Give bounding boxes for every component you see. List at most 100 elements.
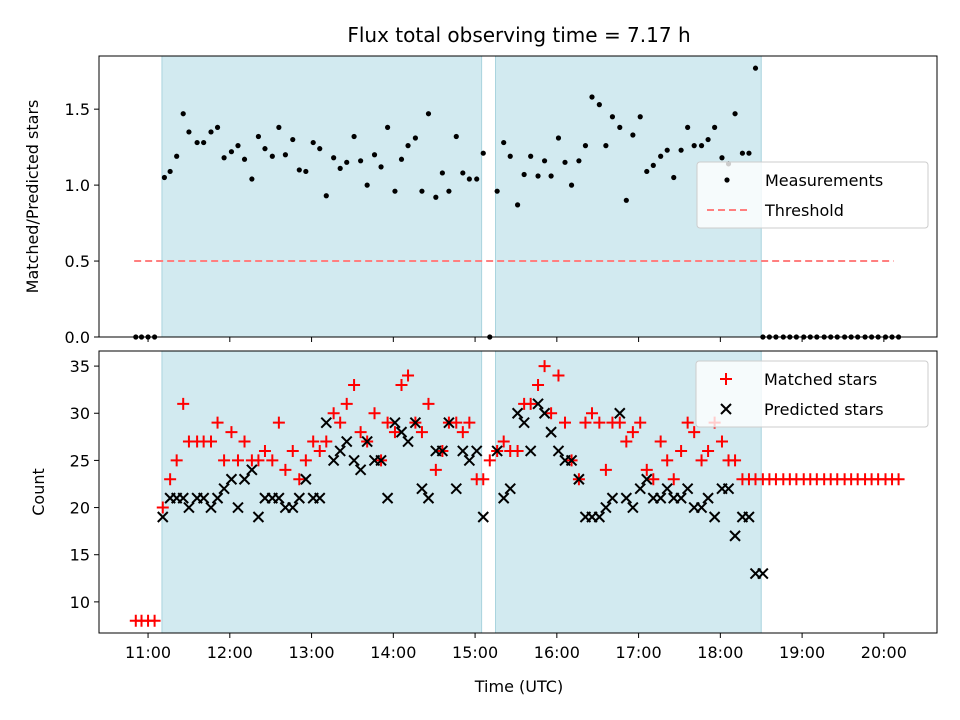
matched-stars-point	[334, 416, 347, 429]
predicted-stars-point	[334, 445, 346, 457]
matched-stars-point	[626, 426, 639, 439]
measurements-point	[392, 188, 398, 194]
measurements-point	[582, 143, 589, 149]
measurements-point	[698, 143, 705, 149]
y-tick-label: 0.5	[65, 252, 90, 271]
matched-stars-point	[647, 473, 660, 486]
bottom-panel: 10 15 20 25 30 35 Count 11:00 12:00 13:00 14:00 15:…	[29, 350, 938, 662]
predicted-stars-point	[477, 511, 489, 523]
matched-stars-point	[402, 369, 415, 382]
predicted-stars-point	[416, 482, 428, 495]
measurements-point	[194, 139, 200, 146]
matched-stars-point	[348, 378, 361, 391]
predicted-stars-point	[300, 473, 312, 485]
matched-stars-point	[422, 397, 435, 410]
matched-stars-point	[477, 473, 490, 486]
observing-window-1	[161, 350, 483, 634]
measurements-point	[249, 176, 255, 182]
measurements-point	[317, 146, 323, 152]
legend-box	[696, 161, 929, 229]
matched-stars-point	[177, 397, 190, 410]
measurements-point	[671, 174, 677, 181]
matched-stars-point	[156, 501, 169, 514]
matched-stars-point	[395, 378, 408, 391]
measurements-point	[617, 124, 623, 130]
predicted-stars-point	[361, 435, 373, 448]
matched-stars-point	[695, 454, 708, 467]
predicted-stars-point	[238, 473, 251, 485]
measurements-point	[296, 167, 302, 173]
y-tick-label: 0.0	[65, 328, 90, 347]
predicted-stars-point	[545, 426, 557, 438]
matched-stars-point	[225, 426, 238, 439]
measurements-point	[405, 143, 411, 149]
legend-marker-measurements	[724, 177, 730, 183]
measurements-point	[535, 173, 541, 179]
matched-stars-point	[170, 454, 183, 467]
measurements-point	[425, 111, 432, 117]
matched-stars-point	[593, 416, 606, 429]
measurements-point	[555, 135, 562, 141]
measurements-point	[358, 158, 364, 164]
matched-stars-point	[620, 435, 633, 448]
legend: Matched stars Predicted stars	[695, 360, 929, 428]
predicted-stars-point	[606, 492, 619, 504]
predicted-stars-point	[389, 416, 401, 429]
predicted-stars-point	[634, 482, 646, 495]
predicted-stars-point	[354, 464, 367, 476]
matched-stars-point	[681, 416, 694, 429]
matched-stars-point	[279, 463, 292, 476]
measurements-point	[541, 158, 548, 164]
matched-stars-point	[313, 444, 326, 457]
matched-stars-point	[252, 454, 265, 467]
y-tick-label: 20	[70, 499, 90, 518]
measurements-point	[603, 143, 609, 149]
matched-stars-point	[231, 454, 244, 467]
predicted-stars-point	[183, 501, 195, 514]
matched-stars-point	[688, 426, 701, 439]
predicted-stars-point	[743, 511, 755, 523]
y-tick-label: 25	[70, 451, 90, 470]
y-tick-label: 1.5	[65, 100, 90, 119]
measurements-point	[562, 159, 568, 165]
x-tick-label: 17:00	[616, 643, 662, 662]
measurements-point	[678, 147, 684, 153]
y-tick-label: 10	[70, 593, 90, 612]
matched-stars-point	[388, 426, 401, 439]
predicted-stars-point	[287, 501, 299, 514]
matched-stars-point	[634, 416, 647, 429]
measurements-point	[235, 143, 241, 149]
predicted-stars-point	[702, 492, 714, 504]
predicted-stars-point	[463, 454, 476, 467]
x-tick-label: 14:00	[370, 643, 416, 662]
predicted-stars-point	[573, 473, 585, 485]
predicted-stars-point	[252, 511, 265, 523]
legend-marker-predicted	[720, 403, 732, 415]
measurements-point	[752, 65, 759, 71]
measurements-point	[623, 197, 629, 203]
legend-label: Threshold	[764, 201, 844, 220]
measurements-point	[705, 136, 711, 143]
matched-stars-point	[415, 426, 428, 439]
matched-stars-point	[532, 378, 545, 391]
predicted-stars-point	[675, 492, 687, 504]
measurements-point	[351, 133, 357, 140]
measurements-point	[241, 156, 248, 162]
matched-stars-point	[218, 454, 231, 467]
matched-stars-point	[429, 463, 442, 476]
matched-stars-point	[892, 473, 905, 486]
x-tick-label: 15:00	[452, 643, 498, 662]
legend-box	[695, 360, 929, 428]
measurements-point	[732, 111, 738, 117]
measurements-point	[214, 124, 221, 130]
matched-stars-point	[148, 614, 161, 627]
matched-stars-point	[456, 426, 469, 439]
y-axis-label: Matched/Predicted stars	[23, 100, 42, 294]
legend-marker-matched	[720, 373, 732, 385]
predicted-stars-point	[232, 501, 244, 514]
measurements-point	[331, 155, 337, 161]
measurements-point	[453, 133, 459, 140]
measurements-point	[255, 133, 262, 140]
measurements-point	[371, 152, 378, 158]
measurements-point	[739, 150, 746, 156]
